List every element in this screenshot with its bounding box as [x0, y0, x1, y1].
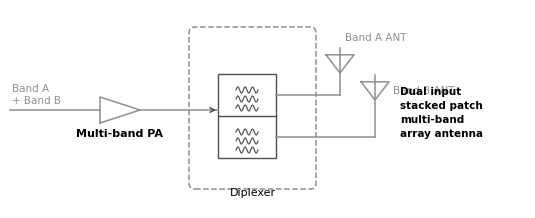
- Text: Multi-band PA: Multi-band PA: [77, 129, 164, 139]
- Text: Band B ANT: Band B ANT: [393, 86, 455, 96]
- Text: Dual input
stacked patch
multi-band
array antenna: Dual input stacked patch multi-band arra…: [400, 87, 483, 139]
- Bar: [218, 74, 276, 158]
- Text: Diplexer: Diplexer: [230, 188, 276, 198]
- Text: Band A ANT: Band A ANT: [345, 33, 407, 43]
- Text: Band A
+ Band B: Band A + Band B: [12, 83, 61, 106]
